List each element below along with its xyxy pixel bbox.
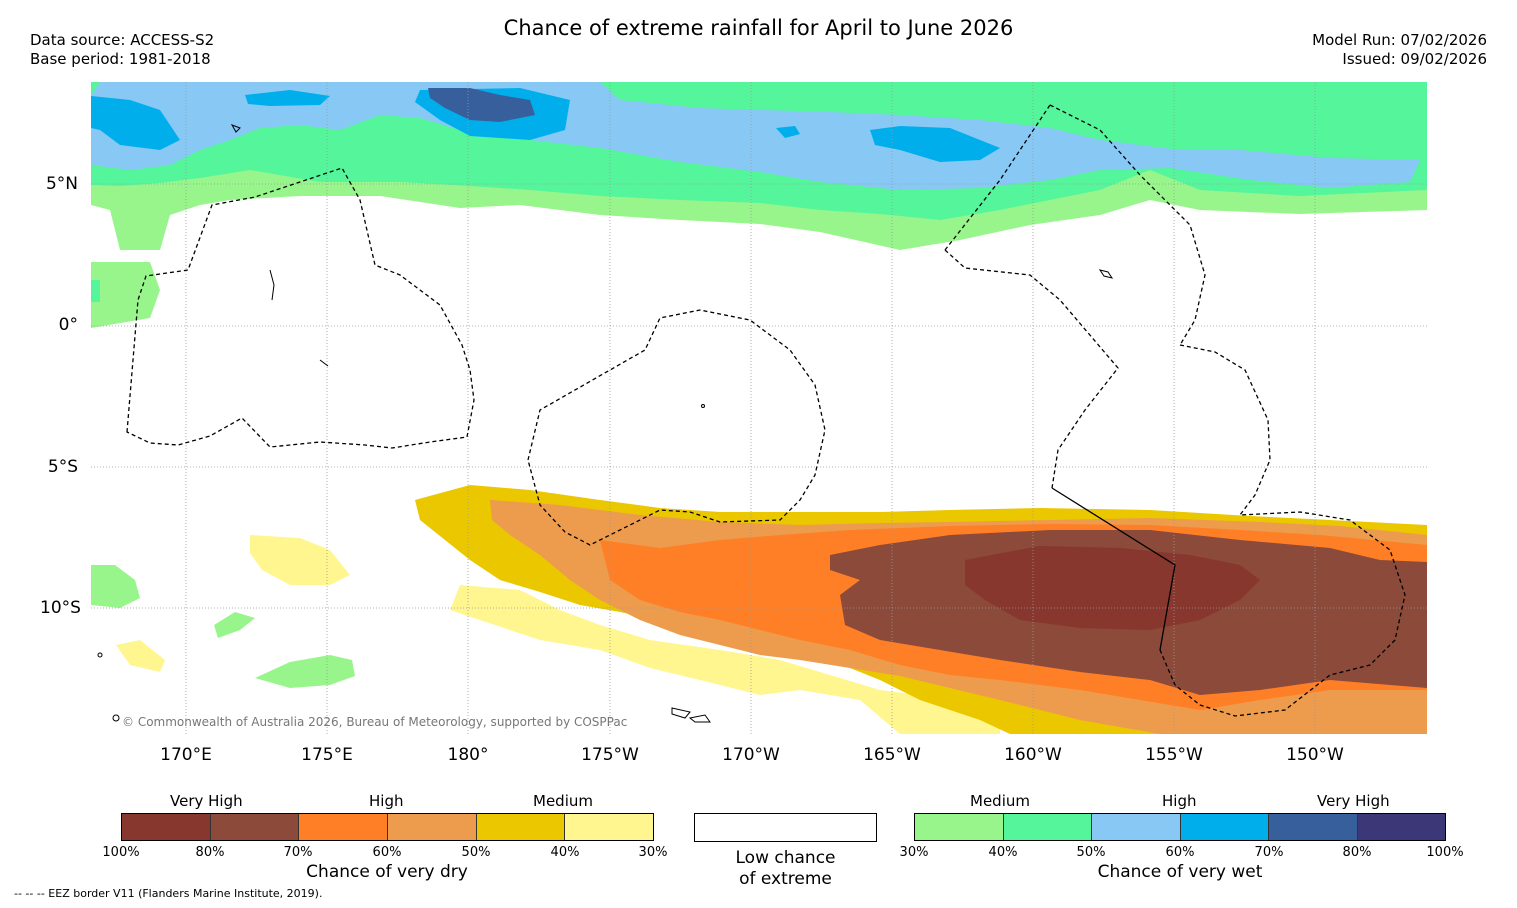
wet-tick-40: 40% <box>988 845 1018 860</box>
data-source: Data source: ACCESS-S2 <box>30 31 215 49</box>
lon-label-160w: 160°W <box>1004 745 1062 765</box>
map-area <box>91 82 1427 734</box>
dry-tick-40: 40% <box>550 845 580 860</box>
swatch-dry-40-30 <box>565 814 654 840</box>
lat-label-10s: 10°S <box>40 598 81 618</box>
dry-tick-50: 50% <box>461 845 491 860</box>
wet-tick-80: 80% <box>1342 845 1372 860</box>
swatch-wet-80-100 <box>1357 814 1445 840</box>
legend-wet-medium: Medium <box>970 792 1030 810</box>
dry-tick-80: 80% <box>195 845 225 860</box>
eez-borders <box>126 104 1406 717</box>
lon-label-150w: 150°W <box>1286 745 1344 765</box>
swatch-wet-60-70 <box>1180 814 1269 840</box>
legend-wet-caption: Chance of very wet <box>1097 862 1263 882</box>
dry-tick-60: 60% <box>372 845 402 860</box>
wet-tick-50: 50% <box>1076 845 1106 860</box>
lon-label-165w: 165°W <box>863 745 921 765</box>
legend-dry-caption: Chance of very dry <box>306 862 468 882</box>
wet-tick-30: 30% <box>899 845 929 860</box>
lon-label-155w: 155°W <box>1145 745 1203 765</box>
dry-tick-100: 100% <box>102 845 140 860</box>
wet-patches-south <box>91 565 355 688</box>
map-title: Chance of extreme rainfall for April to … <box>503 16 1014 40</box>
swatch-dry-100-80 <box>122 814 211 840</box>
lon-label-175e: 175°E <box>301 745 353 765</box>
swatch-wet-40-50 <box>1003 814 1092 840</box>
lon-label-170w: 170°W <box>722 745 780 765</box>
legend-wet-high: High <box>1162 792 1197 810</box>
legend-wet-colorbar <box>914 813 1446 841</box>
graticule <box>91 82 1427 734</box>
eez-solid-boundary <box>1051 487 1176 651</box>
base-period: Base period: 1981-2018 <box>30 50 211 68</box>
swatch-wet-50-60 <box>1092 814 1181 840</box>
issued-date: Issued: 09/02/2026 <box>1342 50 1487 68</box>
swatch-dry-50-40 <box>476 814 566 840</box>
swatch-dry-70-60 <box>299 814 389 840</box>
lon-label-175w: 175°W <box>581 745 639 765</box>
lon-label-170e: 170°E <box>160 745 212 765</box>
legend-dry-medium: Medium <box>533 792 593 810</box>
legend-dry-very-high: Very High <box>170 792 243 810</box>
dry-tick-70: 70% <box>283 845 313 860</box>
lat-label-5n: 5°N <box>45 174 78 194</box>
wet-tick-100: 100% <box>1426 845 1464 860</box>
swatch-dry-80-70 <box>210 814 300 840</box>
wet-anomaly-band <box>91 82 1427 328</box>
swatch-wet-30-40 <box>915 814 1004 840</box>
dry-tick-30: 30% <box>638 845 668 860</box>
wet-tick-60: 60% <box>1165 845 1195 860</box>
wet-tick-70: 70% <box>1254 845 1284 860</box>
legend-low-caption-1: Low chance <box>735 848 836 868</box>
legend-dry-high: High <box>369 792 404 810</box>
islands <box>97 124 1114 723</box>
model-run: Model Run: 07/02/2026 <box>1312 31 1487 49</box>
legend-low-caption-2: of extreme <box>739 869 832 889</box>
lat-label-0: 0° <box>58 315 78 335</box>
swatch-low-chance <box>694 813 877 842</box>
lon-label-180: 180° <box>447 745 489 765</box>
eez-border-note: -- -- -- EEZ border V11 (Flanders Marine… <box>14 887 323 900</box>
lat-label-5s: 5°S <box>47 457 78 477</box>
copyright-notice: © Commonwealth of Australia 2026, Bureau… <box>122 715 628 729</box>
swatch-wet-70-80 <box>1269 814 1358 840</box>
legend-dry-colorbar <box>121 813 654 841</box>
legend-wet-very-high: Very High <box>1317 792 1390 810</box>
swatch-dry-60-50 <box>388 814 477 840</box>
